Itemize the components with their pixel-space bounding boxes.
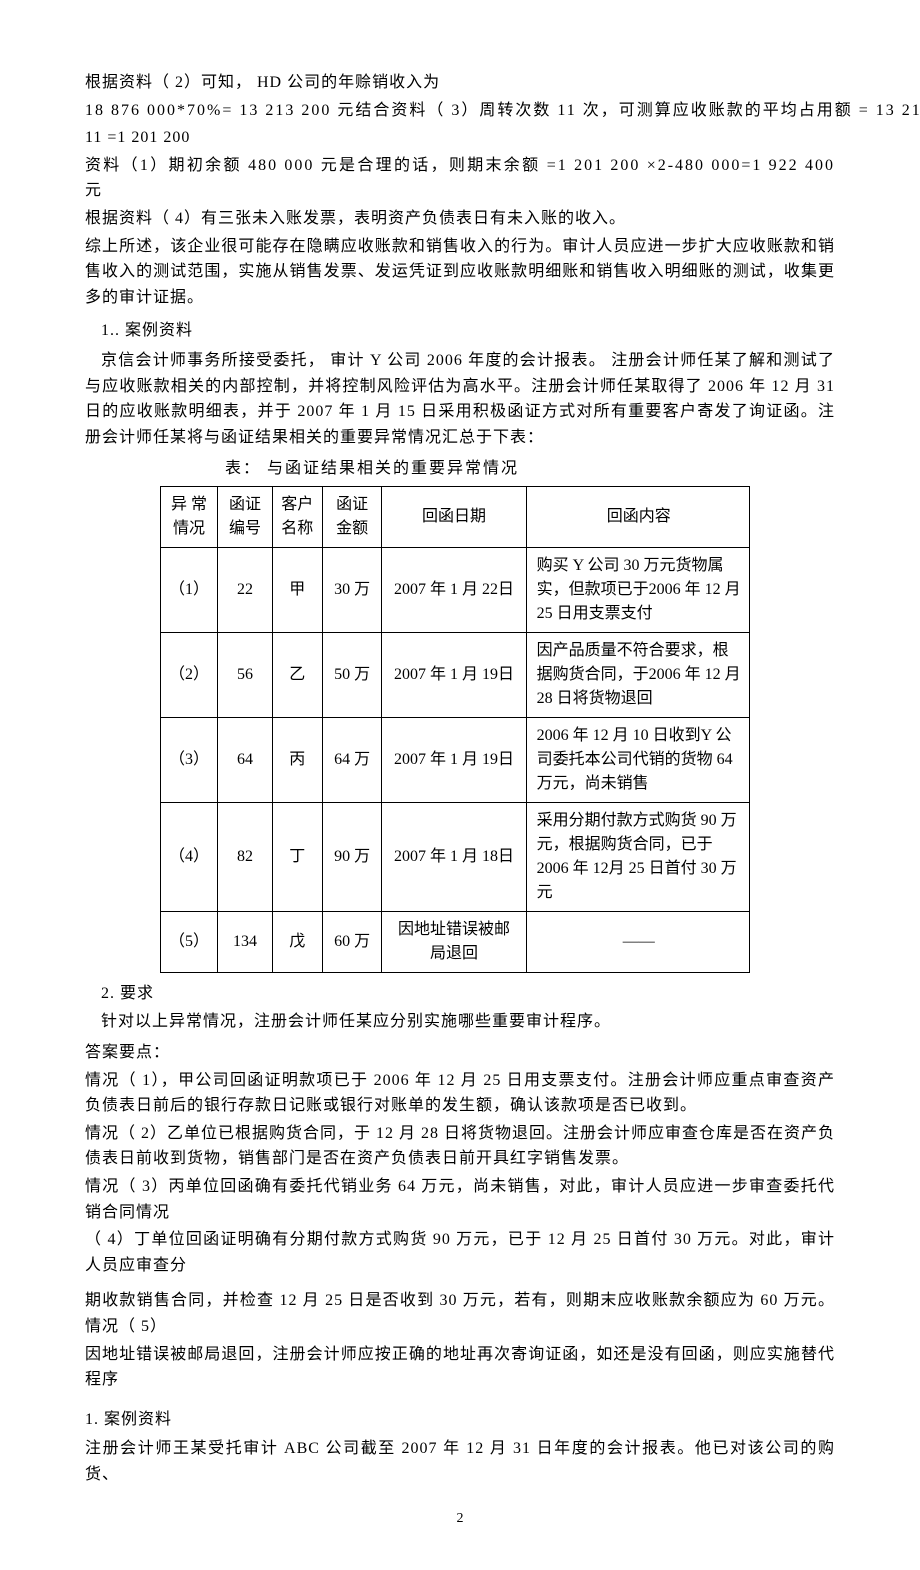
table-caption: 表： 与函证结果相关的重要异常情况	[225, 456, 835, 482]
answer-heading: 答案要点：	[85, 1040, 835, 1066]
th-content: 回函内容	[526, 486, 749, 547]
abnormal-situations-table: 异 常情况 函证编号 客户名称 函证金额 回函日期 回函内容 （1） 22 甲 …	[160, 486, 750, 973]
cell-code: 134	[218, 911, 273, 972]
cell-amount: 50 万	[322, 632, 382, 717]
answer-item: 因地址错误被邮局退回，注册会计师应按正确的地址再次寄询证函，如还是没有回函，则应…	[85, 1342, 835, 1393]
text-line: 18 876 000*70%= 13 213 200 元结合资料（ 3）周转次数…	[85, 98, 835, 124]
cell-name: 丙	[272, 717, 322, 802]
answer-item: 期收款销售合同，并检查 12 月 25 日是否收到 30 万元，若有，则期末应收…	[85, 1288, 835, 1339]
cell-content: 2006 年 12 月 10 日收到Y 公司委托本公司代销的货物 64 万元，尚…	[526, 717, 749, 802]
answer-item: 情况（ 1），甲公司回函证明款项已于 2006 年 12 月 25 日用支票支付…	[85, 1068, 835, 1119]
cell-name: 丁	[272, 802, 322, 911]
cell-no: （2）	[161, 632, 218, 717]
cell-name: 甲	[272, 547, 322, 632]
cell-amount: 64 万	[322, 717, 382, 802]
cell-date: 2007 年 1 月 19日	[382, 717, 526, 802]
table-row: （1） 22 甲 30 万 2007 年 1 月 22日 购买 Y 公司 30 …	[161, 547, 750, 632]
text-line: 综上所述，该企业很可能存在隐瞒应收账款和销售收入的行为。审计人员应进一步扩大应收…	[85, 234, 835, 311]
cell-no: （5）	[161, 911, 218, 972]
cell-no: （4）	[161, 802, 218, 911]
case-body: 京信会计师事务所接受委托， 审计 Y 公司 2006 年度的会计报表。 注册会计…	[85, 348, 835, 450]
cell-content: 购买 Y 公司 30 万元货物属实，但款项已于2006 年 12 月 25 日用…	[526, 547, 749, 632]
cell-code: 56	[218, 632, 273, 717]
case-heading: 1. 案例资料	[85, 1407, 835, 1433]
table-row: （3） 64 丙 64 万 2007 年 1 月 19日 2006 年 12 月…	[161, 717, 750, 802]
cell-code: 22	[218, 547, 273, 632]
case-body: 注册会计师王某受托审计 ABC 公司截至 2007 年 12 月 31 日年度的…	[85, 1436, 835, 1487]
th-date: 回函日期	[382, 486, 526, 547]
text-line: 资料（1）期初余额 480 000 元是合理的话，则期末余额 =1 201 20…	[85, 153, 835, 204]
th-amount: 函证金额	[322, 486, 382, 547]
cell-no: （3）	[161, 717, 218, 802]
text-line: 根据资料（ 2）可知， HD 公司的年赊销收入为	[85, 70, 835, 96]
cell-code: 82	[218, 802, 273, 911]
cell-content: 采用分期付款方式购货 90 万元，根据购货合同，已于 2006 年 12月 25…	[526, 802, 749, 911]
cell-amount: 60 万	[322, 911, 382, 972]
cell-amount: 90 万	[322, 802, 382, 911]
cell-date: 2007 年 1 月 19日	[382, 632, 526, 717]
answer-item: 情况（ 2）乙单位已根据购货合同，于 12 月 28 日将货物退回。注册会计师应…	[85, 1121, 835, 1172]
th-situation: 异 常情况	[161, 486, 218, 547]
table-row: （4） 82 丁 90 万 2007 年 1 月 18日 采用分期付款方式购货 …	[161, 802, 750, 911]
table-row: （5） 134 戊 60 万 因地址错误被邮局退回 ——	[161, 911, 750, 972]
cell-name: 乙	[272, 632, 322, 717]
cell-date: 2007 年 1 月 18日	[382, 802, 526, 911]
text-line: 根据资料（ 4）有三张未入账发票，表明资产负债表日有未入账的收入。	[85, 206, 835, 232]
cell-name: 戊	[272, 911, 322, 972]
th-customer: 客户名称	[272, 486, 322, 547]
text-line: 11 =1 201 200	[85, 125, 835, 151]
cell-amount: 30 万	[322, 547, 382, 632]
th-code: 函证编号	[218, 486, 273, 547]
requirement-heading: 2. 要求	[85, 981, 835, 1007]
requirement-body: 针对以上异常情况，注册会计师任某应分别实施哪些重要审计程序。	[85, 1009, 835, 1035]
table-header-row: 异 常情况 函证编号 客户名称 函证金额 回函日期 回函内容	[161, 486, 750, 547]
answer-item: 情况（ 3）丙单位回函确有委托代销业务 64 万元，尚未销售，对此，审计人员应进…	[85, 1174, 835, 1225]
cell-date: 因地址错误被邮局退回	[382, 911, 526, 972]
page-number: 2	[85, 1508, 835, 1530]
cell-content: 因产品质量不符合要求，根据购货合同，于2006 年 12 月 28 日将货物退回	[526, 632, 749, 717]
cell-no: （1）	[161, 547, 218, 632]
cell-code: 64	[218, 717, 273, 802]
case-heading: 1.. 案例资料	[85, 318, 835, 344]
table-row: （2） 56 乙 50 万 2007 年 1 月 19日 因产品质量不符合要求，…	[161, 632, 750, 717]
cell-date: 2007 年 1 月 22日	[382, 547, 526, 632]
cell-content: ——	[526, 911, 749, 972]
answer-item: （ 4）丁单位回函证明确有分期付款方式购货 90 万元，已于 12 月 25 日…	[85, 1227, 835, 1278]
